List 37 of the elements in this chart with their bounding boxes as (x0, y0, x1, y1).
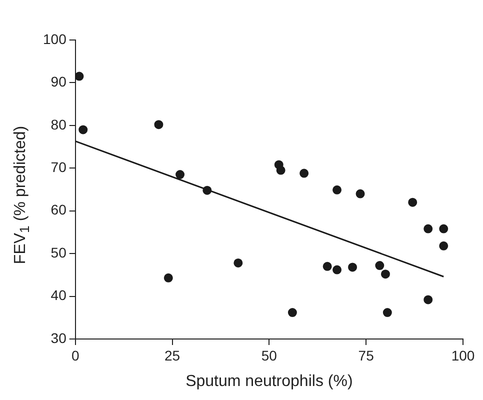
y-tick-label: 100 (43, 30, 67, 47)
x-tick-label: 100 (451, 347, 475, 364)
x-tick-label: 25 (164, 347, 180, 364)
y-tick-label: 80 (50, 116, 67, 132)
point (322, 262, 332, 271)
point (332, 185, 342, 194)
y-tick-label: 50 (50, 244, 67, 260)
point (356, 189, 365, 198)
point (408, 198, 418, 207)
point (164, 273, 173, 282)
point (348, 262, 358, 272)
point (78, 125, 88, 134)
y-tick-label: 60 (50, 202, 67, 218)
point (75, 72, 84, 81)
point (439, 241, 448, 250)
point (154, 120, 164, 130)
point (202, 186, 212, 195)
y-tick-label: 30 (50, 330, 67, 346)
x-tick-label: 50 (261, 347, 278, 364)
point (276, 166, 286, 175)
point (375, 261, 384, 270)
y-tick-label: 40 (50, 287, 67, 304)
point (382, 308, 392, 318)
point (424, 224, 433, 234)
point (380, 270, 390, 279)
x-axis-title: Sputum neutrophils (%) (186, 372, 353, 390)
x-tick-label: 75 (358, 347, 374, 364)
point (300, 168, 309, 178)
point (288, 308, 297, 318)
point (234, 258, 243, 268)
x-tick-label: 0 (71, 347, 80, 364)
point (424, 295, 433, 304)
y-tick-label: 70 (50, 159, 67, 175)
y-tick-label: 90 (50, 74, 67, 90)
point (332, 265, 342, 274)
point (439, 224, 448, 234)
point (176, 170, 185, 180)
